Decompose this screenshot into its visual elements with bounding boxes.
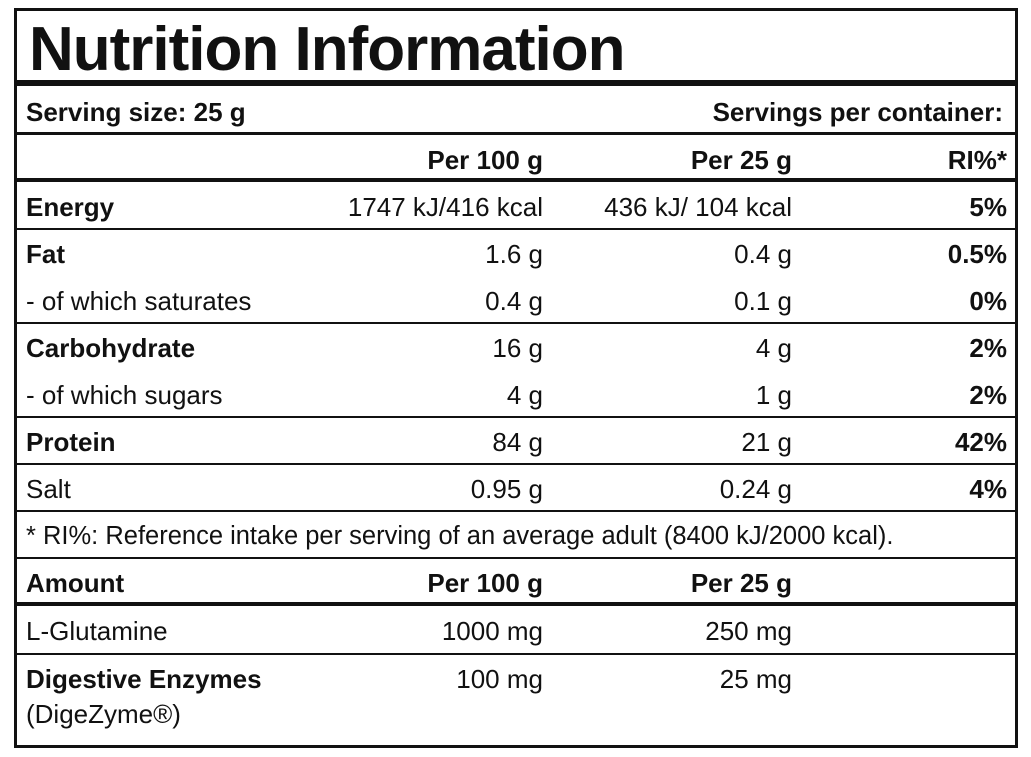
per-100g: 1747 kJ/416 kcal bbox=[347, 192, 543, 222]
footnote: * RI%: Reference intake per serving of a… bbox=[26, 522, 894, 550]
per-serving: 0.24 g bbox=[719, 474, 792, 504]
nutrition-label: Nutrition Information Serving size: 25 g… bbox=[14, 8, 1018, 748]
rule bbox=[17, 132, 1015, 135]
row-label: Energy bbox=[26, 192, 115, 222]
rule bbox=[17, 602, 1015, 606]
rule bbox=[17, 178, 1015, 182]
amount-header: Amount bbox=[26, 568, 125, 598]
header-per-serving: Per 25 g bbox=[690, 145, 792, 175]
per-100g: 1.6 g bbox=[485, 239, 543, 269]
per-serving: 4 g bbox=[755, 333, 792, 363]
rule bbox=[17, 416, 1015, 418]
header-per-100g: Per 100 g bbox=[427, 145, 543, 175]
row-label: - of which sugars bbox=[26, 380, 223, 410]
rule bbox=[17, 228, 1015, 230]
row-label: Salt bbox=[26, 474, 71, 504]
row-label: - of which saturates bbox=[26, 286, 252, 316]
serving-size: Serving size: 25 g bbox=[26, 97, 246, 127]
amount-note: (DigeZyme®) bbox=[26, 699, 181, 729]
rule bbox=[17, 463, 1015, 465]
ri: 5% bbox=[969, 192, 1007, 222]
rule bbox=[17, 80, 1015, 86]
row-label: Fat bbox=[26, 239, 65, 269]
per-100g: 4 g bbox=[506, 380, 543, 410]
amount-per-100g: 1000 mg bbox=[441, 616, 543, 646]
per-serving: 0.1 g bbox=[734, 286, 792, 316]
ri: 0.5% bbox=[947, 239, 1007, 269]
per-serving: 0.4 g bbox=[734, 239, 792, 269]
amount-header-per-serving: Per 25 g bbox=[690, 568, 792, 598]
amount-per-serving: 25 mg bbox=[719, 664, 792, 694]
per-serving: 21 g bbox=[741, 427, 792, 457]
amount-label: L-Glutamine bbox=[26, 616, 168, 646]
per-serving: 436 kJ/ 104 kcal bbox=[604, 192, 792, 222]
ri: 2% bbox=[969, 333, 1007, 363]
header-ri: RI%* bbox=[947, 145, 1007, 175]
per-100g: 84 g bbox=[492, 427, 543, 457]
ri: 42% bbox=[954, 427, 1007, 457]
rule bbox=[17, 510, 1015, 512]
ri: 2% bbox=[969, 380, 1007, 410]
servings-per-container: Servings per container: bbox=[712, 97, 1003, 127]
ri: 4% bbox=[969, 474, 1007, 504]
rule bbox=[17, 322, 1015, 324]
amount-header-per-100g: Per 100 g bbox=[427, 568, 543, 598]
title: Nutrition Information bbox=[29, 15, 625, 84]
row-label: Protein bbox=[26, 427, 116, 457]
rule bbox=[17, 557, 1015, 559]
per-100g: 0.4 g bbox=[485, 286, 543, 316]
per-100g: 16 g bbox=[492, 333, 543, 363]
amount-per-serving: 250 mg bbox=[705, 616, 792, 646]
rule bbox=[17, 653, 1015, 655]
amount-label: Digestive Enzymes bbox=[26, 664, 262, 694]
row-label: Carbohydrate bbox=[26, 333, 196, 363]
per-100g: 0.95 g bbox=[470, 474, 543, 504]
amount-per-100g: 100 mg bbox=[456, 664, 543, 694]
per-serving: 1 g bbox=[755, 380, 792, 410]
ri: 0% bbox=[969, 286, 1007, 316]
